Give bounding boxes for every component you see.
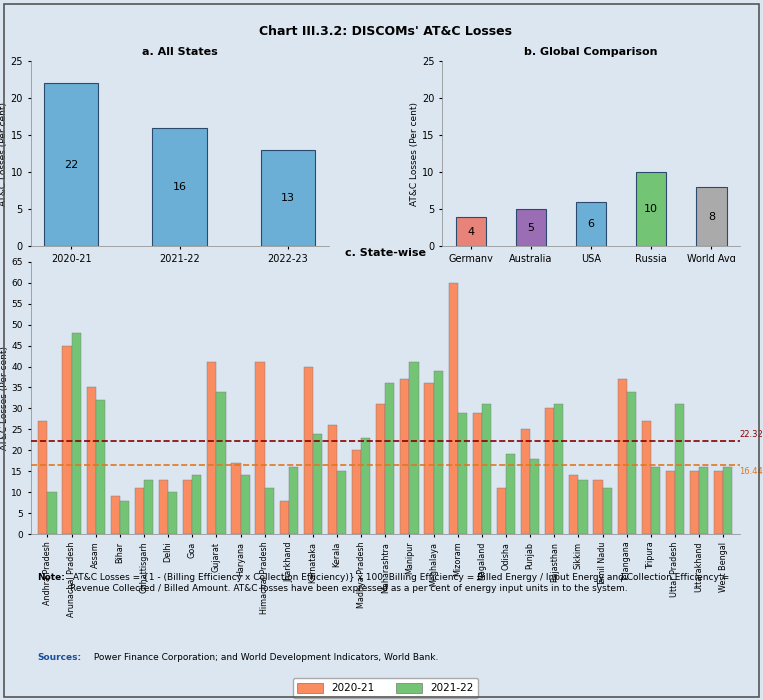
Y-axis label: AT&C Losses (Per cent): AT&C Losses (Per cent) bbox=[410, 102, 419, 206]
Text: AT&C Losses = {1 - (Billing Efficiency x Collection Efficiency)} x 100. Billing : AT&C Losses = {1 - (Billing Efficiency x… bbox=[69, 573, 729, 593]
Bar bbox=[545, 408, 554, 534]
Bar bbox=[111, 496, 120, 534]
Bar bbox=[410, 363, 419, 534]
Bar bbox=[697, 187, 726, 246]
Bar bbox=[530, 458, 539, 534]
Bar bbox=[86, 388, 95, 534]
Text: Note:: Note: bbox=[37, 573, 66, 582]
Bar bbox=[337, 471, 346, 534]
Bar bbox=[699, 467, 708, 534]
Text: 16: 16 bbox=[172, 182, 187, 192]
Title: a. All States: a. All States bbox=[142, 47, 217, 57]
Bar bbox=[594, 480, 603, 534]
Bar bbox=[690, 471, 699, 534]
Bar bbox=[288, 467, 298, 534]
Bar bbox=[433, 371, 443, 534]
Bar bbox=[192, 475, 201, 534]
Bar bbox=[63, 346, 72, 534]
Bar bbox=[578, 480, 588, 534]
Bar bbox=[217, 392, 226, 534]
Bar bbox=[554, 404, 563, 534]
Bar bbox=[144, 480, 153, 534]
Bar bbox=[497, 488, 506, 534]
Bar bbox=[458, 412, 467, 534]
Bar bbox=[456, 217, 485, 246]
Bar bbox=[265, 488, 274, 534]
Bar bbox=[651, 467, 660, 534]
Text: 13: 13 bbox=[281, 193, 295, 203]
Bar bbox=[576, 202, 606, 246]
Bar bbox=[516, 209, 546, 246]
Bar bbox=[569, 475, 578, 534]
Text: 16.44: 16.44 bbox=[739, 467, 763, 476]
Bar bbox=[231, 463, 240, 534]
Text: Sources:: Sources: bbox=[37, 653, 82, 662]
Bar bbox=[714, 471, 723, 534]
Text: 10: 10 bbox=[644, 204, 658, 214]
Text: Power Finance Corporation; and World Development Indicators, World Bank.: Power Finance Corporation; and World Dev… bbox=[91, 653, 438, 662]
Bar bbox=[240, 475, 250, 534]
Bar bbox=[636, 172, 666, 246]
Bar bbox=[47, 492, 56, 534]
Bar bbox=[352, 450, 361, 534]
Y-axis label: AT&C Losses (Per cent): AT&C Losses (Per cent) bbox=[0, 346, 8, 450]
Bar bbox=[208, 363, 217, 534]
Bar bbox=[72, 333, 81, 534]
Text: 4: 4 bbox=[467, 227, 474, 237]
Bar bbox=[256, 363, 265, 534]
Bar bbox=[482, 404, 491, 534]
Bar bbox=[473, 412, 482, 534]
Bar bbox=[95, 400, 105, 534]
Bar bbox=[261, 150, 315, 246]
Bar bbox=[304, 367, 313, 534]
Text: Chart III.3.2: DISCOMs' AT&C Losses: Chart III.3.2: DISCOMs' AT&C Losses bbox=[259, 25, 512, 38]
Bar bbox=[313, 433, 322, 534]
Bar bbox=[376, 404, 385, 534]
Bar bbox=[424, 384, 433, 534]
Bar bbox=[153, 127, 207, 246]
Bar bbox=[328, 425, 337, 534]
Bar bbox=[168, 492, 177, 534]
Bar bbox=[666, 471, 675, 534]
Bar bbox=[626, 392, 636, 534]
Bar bbox=[38, 421, 47, 534]
Bar bbox=[279, 500, 288, 534]
Bar bbox=[521, 429, 530, 534]
Bar bbox=[385, 384, 394, 534]
Bar bbox=[723, 467, 732, 534]
Bar bbox=[120, 500, 129, 534]
Title: c. State-wise: c. State-wise bbox=[345, 248, 426, 258]
Bar bbox=[401, 379, 410, 534]
Text: 22.32: 22.32 bbox=[739, 430, 763, 439]
Bar bbox=[603, 488, 612, 534]
Bar bbox=[675, 404, 684, 534]
Title: b. Global Comparison: b. Global Comparison bbox=[524, 47, 658, 57]
Text: 8: 8 bbox=[708, 211, 715, 222]
Bar bbox=[506, 454, 515, 534]
Bar bbox=[44, 83, 98, 246]
Text: 22: 22 bbox=[64, 160, 79, 169]
Legend: 2020-21, 2021-22: 2020-21, 2021-22 bbox=[293, 678, 478, 698]
Bar bbox=[135, 488, 144, 534]
Bar bbox=[617, 379, 626, 534]
Bar bbox=[183, 480, 192, 534]
Bar bbox=[642, 421, 651, 534]
Text: 6: 6 bbox=[588, 219, 594, 229]
Bar bbox=[449, 283, 458, 534]
Y-axis label: AT&C Losses (Per cent): AT&C Losses (Per cent) bbox=[0, 102, 8, 206]
Bar bbox=[159, 480, 168, 534]
Bar bbox=[361, 438, 370, 534]
Text: 5: 5 bbox=[527, 223, 534, 233]
